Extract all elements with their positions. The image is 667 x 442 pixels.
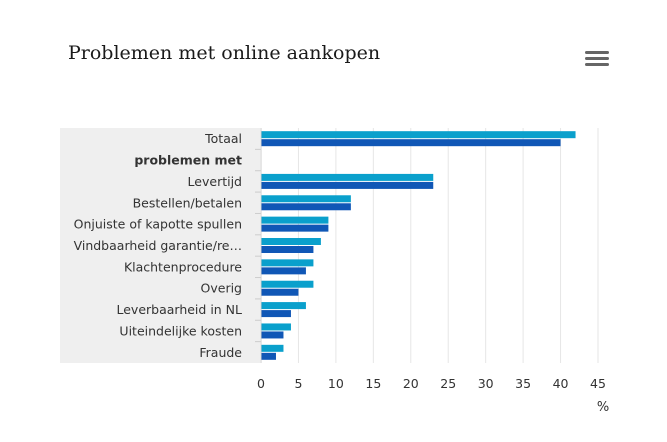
category-label: problemen met <box>134 153 242 168</box>
bar-series-1[interactable] <box>261 323 291 331</box>
bar-series-1[interactable] <box>261 259 314 267</box>
bar-series-1[interactable] <box>261 238 321 245</box>
bar-series-2[interactable] <box>261 352 276 360</box>
bar-series-1[interactable] <box>261 344 284 352</box>
x-tick-label: 35 <box>515 376 531 391</box>
category-label: Overig <box>201 281 242 296</box>
bar-series-2[interactable] <box>261 267 306 275</box>
x-tick-label: 45 <box>590 376 606 391</box>
category-label: Totaal <box>204 131 242 146</box>
bar-series-1[interactable] <box>261 195 351 203</box>
x-tick-label: 30 <box>478 376 494 391</box>
x-tick-label: 15 <box>365 376 381 391</box>
x-tick-label: 0 <box>257 376 265 391</box>
bar-series-2[interactable] <box>261 310 291 318</box>
bar-series-1[interactable] <box>261 216 329 224</box>
x-tick-label: 25 <box>440 376 456 391</box>
bar-series-1[interactable] <box>261 302 306 310</box>
category-label: Fraude <box>199 345 242 360</box>
category-label-band <box>60 128 260 363</box>
category-label: Bestellen/betalen <box>133 195 242 210</box>
bar-series-2[interactable] <box>261 203 351 211</box>
bar-series-1[interactable] <box>261 131 576 139</box>
category-label: Vindbaarheid garantie/re… <box>74 238 242 253</box>
x-tick-label: 10 <box>328 376 344 391</box>
menu-icon[interactable] <box>585 51 609 71</box>
x-tick-label: 40 <box>553 376 569 391</box>
x-axis-unit: % <box>597 400 609 415</box>
bar-series-2[interactable] <box>261 139 561 147</box>
category-label: Leverbaarheid in NL <box>116 302 242 317</box>
category-label: Onjuiste of kapotte spullen <box>74 217 242 232</box>
chart-title: Problemen met online aankopen <box>68 42 381 64</box>
category-label: Uiteindelijke kosten <box>119 323 242 338</box>
category-label: Klachtenprocedure <box>124 259 242 274</box>
bar-series-2[interactable] <box>261 288 299 296</box>
x-tick-label: 20 <box>403 376 419 391</box>
bar-series-2[interactable] <box>261 224 329 232</box>
category-label: Levertijd <box>188 174 242 189</box>
bar-series-2[interactable] <box>261 246 314 253</box>
bar-series-1[interactable] <box>261 173 434 181</box>
bar-series-1[interactable] <box>261 280 314 288</box>
x-tick-label: 5 <box>294 376 302 391</box>
bar-series-2[interactable] <box>261 331 284 339</box>
bar-series-2[interactable] <box>261 181 434 189</box>
